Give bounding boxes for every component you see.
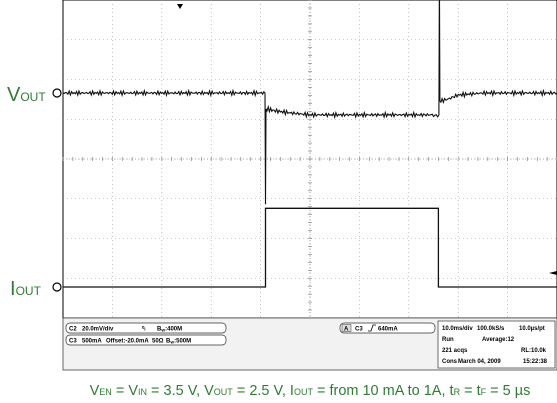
trigger-level-marker	[549, 271, 557, 275]
vout-ground-marker	[52, 88, 62, 98]
ch3-impedance: 50Ω	[152, 339, 164, 345]
timebase: 10.0ms/div	[442, 326, 473, 332]
ch2-invert-icon: ⁰ₗ	[142, 326, 145, 333]
time: 15:22:38	[523, 359, 548, 365]
trigger-level: 640mA	[378, 327, 398, 333]
ch2-badge: C2	[69, 327, 77, 333]
waveform-traces	[62, 0, 557, 288]
ch3-badge: C3	[69, 339, 77, 345]
trigger-badge-box	[339, 322, 436, 334]
sample-rate: 100.0kS/s	[477, 326, 505, 332]
ch3-offset: Offset:-20.0mA	[106, 339, 149, 345]
rising-edge-icon	[368, 324, 376, 332]
average: Average:12	[482, 337, 515, 343]
record-length: RL:10.0k	[521, 348, 547, 354]
ch3-badge-box	[65, 334, 227, 346]
trigger-a: A	[344, 327, 349, 333]
ch2-bandwidth: BW:400M	[157, 327, 182, 333]
vout-label: VOUT	[7, 84, 46, 106]
pt-interval: 10.0µs/pt	[519, 326, 545, 332]
trigger-channel: C3	[355, 327, 363, 333]
mode: Cons	[442, 359, 458, 365]
trigger-a-box	[341, 324, 352, 332]
vout-trace	[62, 0, 557, 205]
trigger-position-marker	[177, 4, 183, 9]
date: March 04, 2009	[458, 359, 501, 365]
run-state: Run	[442, 337, 454, 343]
ch3-scale: 500mA	[82, 339, 102, 345]
iout-ground-marker	[52, 282, 62, 292]
caption: VEN = VIN = 3.5 V, VOUT = 2.5 V, IOUT = …	[90, 383, 531, 399]
acq-panel	[437, 320, 556, 369]
iout-label: IOUT	[10, 278, 42, 300]
iout-trace	[63, 207, 557, 288]
ch3-bandwidth: BW:500M	[166, 339, 191, 345]
acqs: 221 acqs	[442, 348, 468, 354]
graticule	[62, 0, 557, 319]
ch2-badge-box	[65, 322, 227, 334]
ch2-scale: 20.0mV/div	[82, 327, 114, 333]
